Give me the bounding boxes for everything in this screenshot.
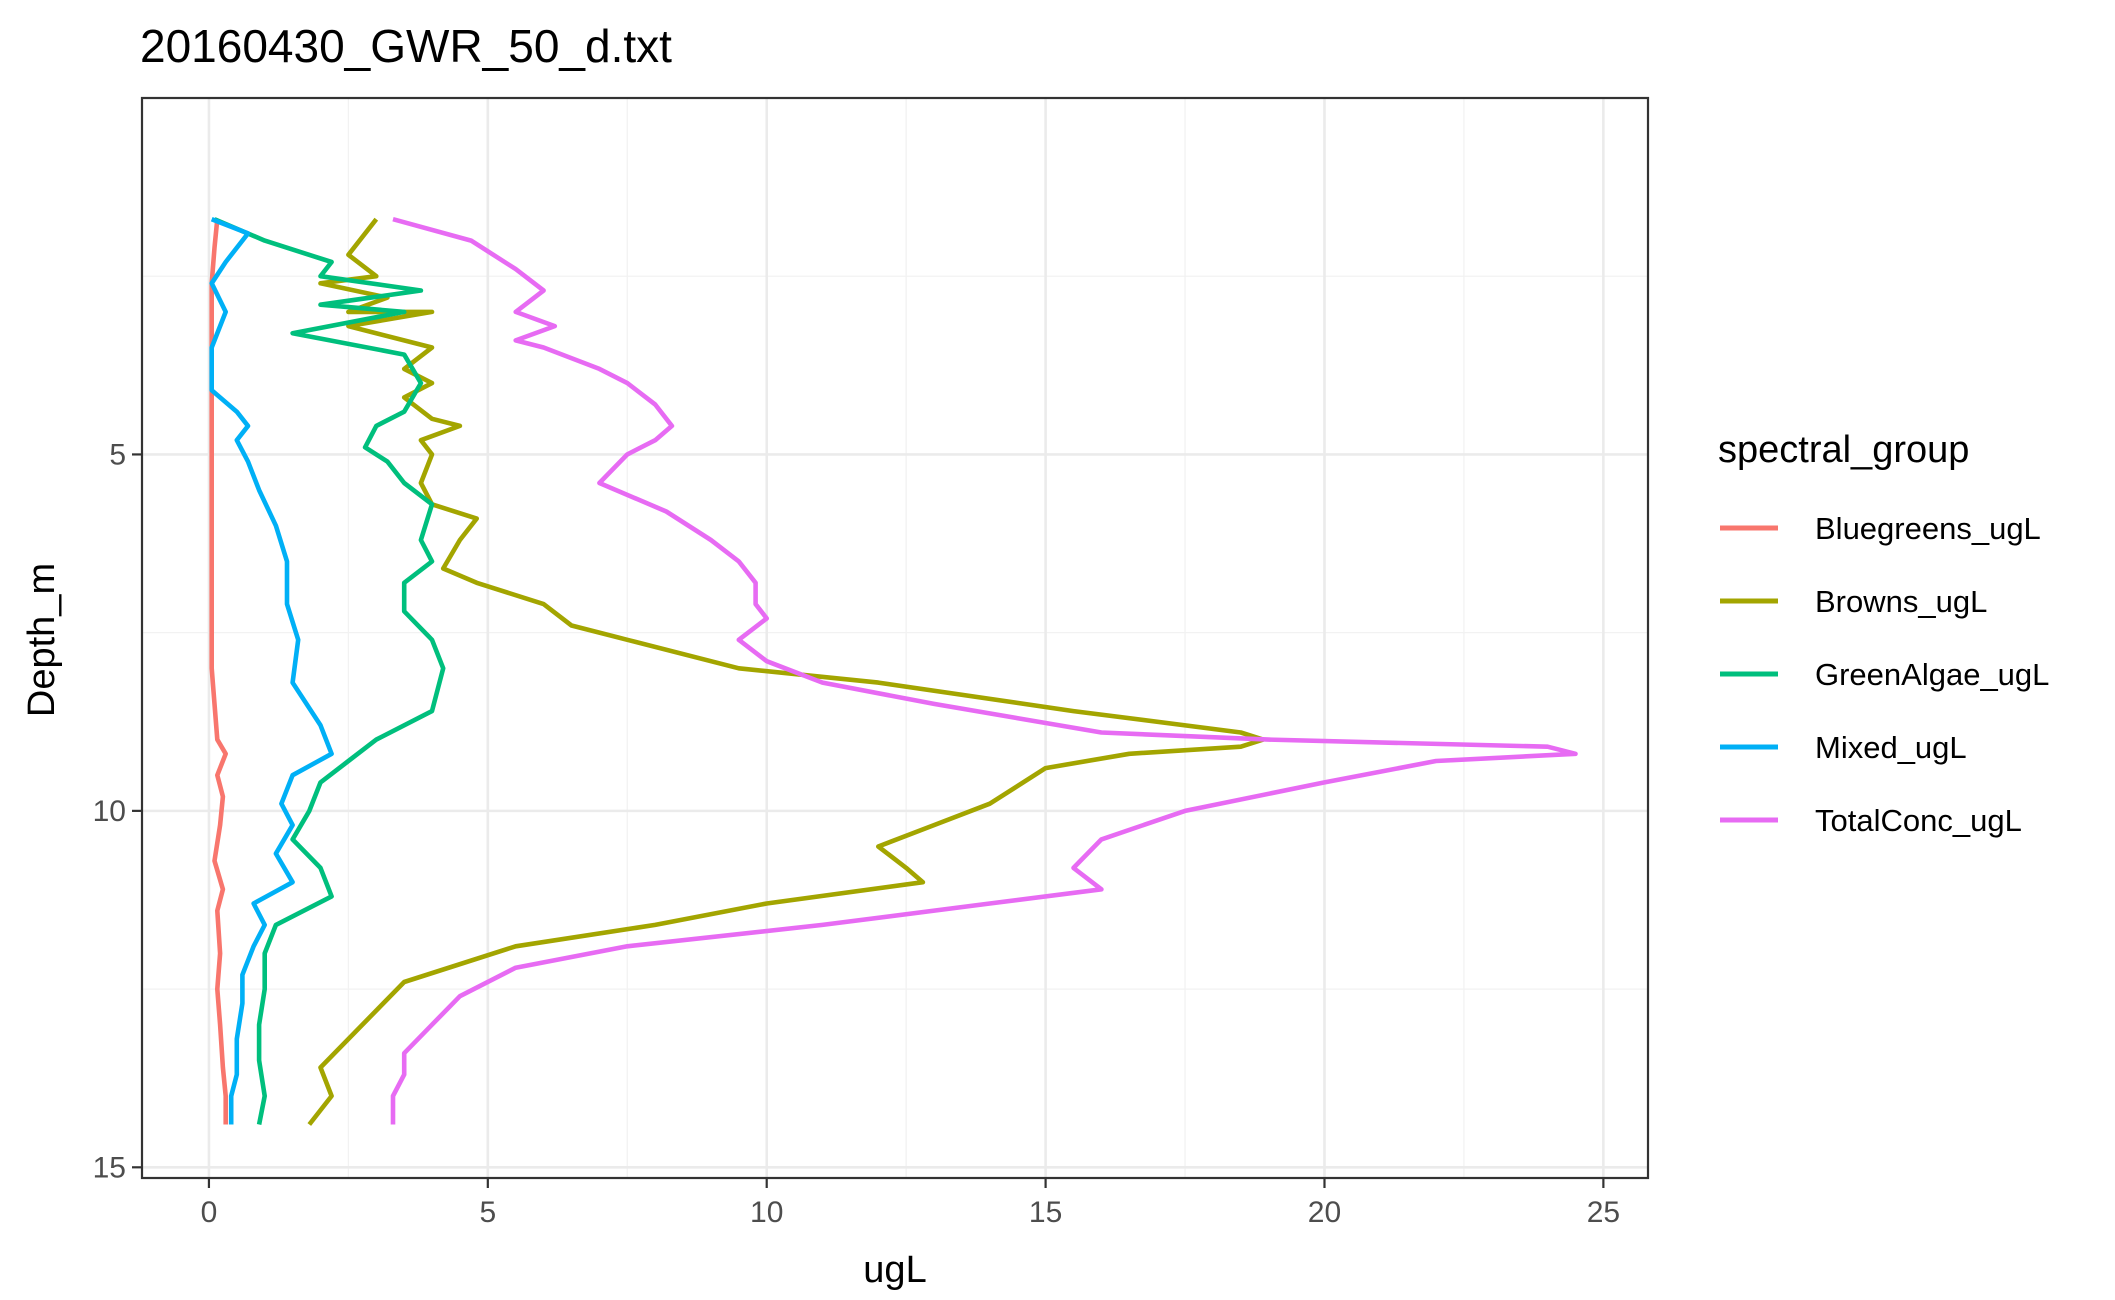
legend-item-greenalgae-ugl: GreenAlgae_ugL — [1720, 657, 2049, 692]
y-axis-title: Depth_m — [21, 563, 63, 717]
legend-items: Bluegreens_ugL Browns_ugL GreenAlgae_ugL Mi… — [1720, 511, 2049, 838]
y-tick-label: 5 — [109, 438, 126, 471]
x-tick-label: 0 — [201, 1196, 218, 1229]
series-line-browns-ugl — [307, 217, 1266, 1126]
x-tick-label: 15 — [1029, 1196, 1062, 1229]
legend: spectral_group Bluegreens_ugL Browns_ugL G… — [1718, 429, 2049, 838]
x-tick-label: 5 — [479, 1196, 496, 1229]
x-tick-label: 25 — [1587, 1196, 1620, 1229]
legend-label: Mixed_ugL — [1815, 730, 1967, 765]
legend-item-bluegreens-ugl: Bluegreens_ugL — [1720, 511, 2041, 546]
y-axis: 5 10 15 — [93, 438, 142, 1184]
legend-title: spectral_group — [1718, 429, 1969, 471]
y-tick-label: 15 — [93, 1151, 126, 1184]
plot-panel — [140, 96, 1650, 1180]
panel-border — [140, 96, 1650, 1180]
x-axis-title: ugL — [863, 1249, 926, 1291]
series-line-greenalgae-ugl — [213, 217, 446, 1125]
legend-item-totalconc-ugl: TotalConc_ugL — [1720, 803, 2022, 838]
legend-label: TotalConc_ugL — [1815, 803, 2022, 838]
legend-item-mixed-ugl: Mixed_ugL — [1720, 730, 1967, 765]
legend-label: GreenAlgae_ugL — [1815, 657, 2049, 692]
chart-title: 20160430_GWR_50_d.txt — [140, 20, 672, 72]
x-tick-label: 10 — [750, 1196, 783, 1229]
series-lines — [209, 216, 1578, 1126]
series-line-totalconc-ugl — [390, 216, 1578, 1125]
x-tick-label: 20 — [1308, 1196, 1341, 1229]
legend-item-browns-ugl: Browns_ugL — [1720, 584, 1987, 619]
y-tick-label: 10 — [93, 795, 126, 828]
x-axis: 0 5 10 15 20 25 — [201, 1178, 1620, 1229]
major-gridlines — [142, 98, 1648, 1178]
legend-label: Bluegreens_ugL — [1815, 511, 2041, 546]
series-line-mixed-ugl — [209, 217, 334, 1125]
panel-background — [142, 98, 1648, 1178]
legend-label: Browns_ugL — [1815, 584, 1987, 619]
